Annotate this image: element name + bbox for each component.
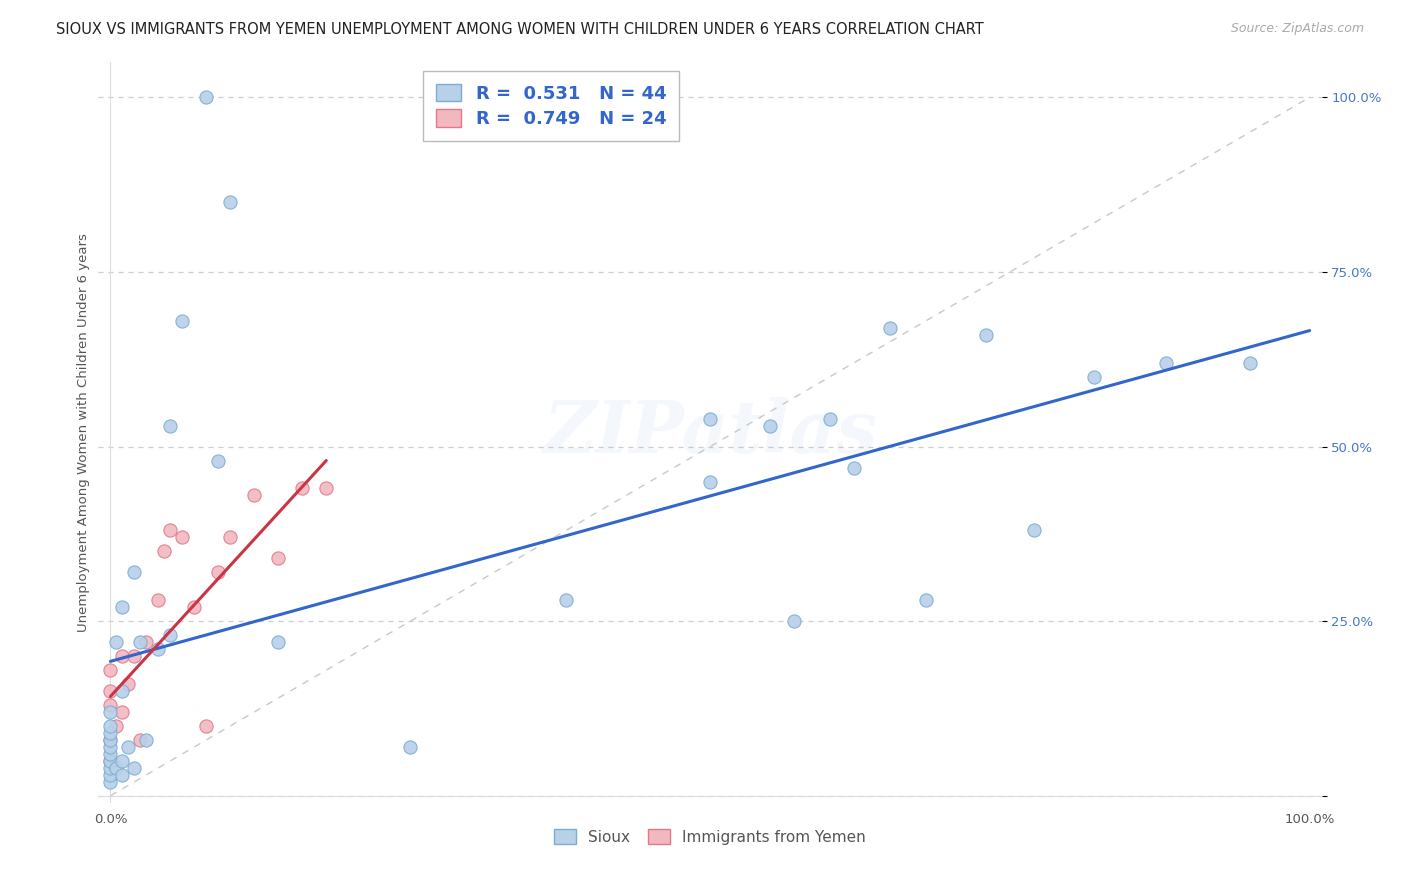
Point	[879, 321, 901, 335]
Point	[111, 684, 134, 698]
Legend: Sioux, Immigrants from Yemen: Sioux, Immigrants from Yemen	[548, 823, 872, 851]
Point	[111, 768, 134, 782]
Point	[915, 593, 938, 607]
Point	[129, 635, 152, 649]
Point	[1083, 369, 1105, 384]
Point	[759, 418, 782, 433]
Point	[124, 649, 146, 664]
Point	[1239, 356, 1261, 370]
Point	[111, 705, 134, 719]
Point	[135, 635, 157, 649]
Point	[105, 761, 128, 775]
Point	[315, 482, 337, 496]
Point	[100, 768, 122, 782]
Point	[699, 411, 721, 425]
Point	[100, 775, 122, 789]
Point	[105, 719, 128, 733]
Point	[105, 635, 128, 649]
Point	[129, 733, 152, 747]
Point	[148, 642, 170, 657]
Point	[111, 600, 134, 615]
Point	[153, 544, 176, 558]
Point	[699, 475, 721, 489]
Point	[555, 593, 578, 607]
Point	[124, 761, 146, 775]
Point	[100, 761, 122, 775]
Point	[100, 726, 122, 740]
Point	[159, 524, 181, 538]
Point	[111, 754, 134, 768]
Point	[135, 733, 157, 747]
Point	[267, 551, 290, 566]
Point	[172, 314, 194, 328]
Point	[117, 739, 139, 754]
Point	[1022, 524, 1045, 538]
Point	[267, 635, 290, 649]
Point	[100, 733, 122, 747]
Point	[111, 649, 134, 664]
Point	[243, 488, 266, 502]
Point	[974, 327, 997, 342]
Text: SIOUX VS IMMIGRANTS FROM YEMEN UNEMPLOYMENT AMONG WOMEN WITH CHILDREN UNDER 6 YE: SIOUX VS IMMIGRANTS FROM YEMEN UNEMPLOYM…	[56, 22, 984, 37]
Point	[124, 566, 146, 580]
Point	[100, 684, 122, 698]
Point	[291, 482, 314, 496]
Point	[100, 663, 122, 677]
Point	[219, 195, 242, 210]
Point	[100, 705, 122, 719]
Point	[172, 530, 194, 544]
Text: ZIPatlas: ZIPatlas	[543, 397, 877, 468]
Point	[842, 460, 865, 475]
Point	[159, 418, 181, 433]
Y-axis label: Unemployment Among Women with Children Under 6 years: Unemployment Among Women with Children U…	[77, 233, 90, 632]
Point	[100, 747, 122, 761]
Point	[100, 719, 122, 733]
Point	[207, 566, 229, 580]
Point	[100, 754, 122, 768]
Text: Source: ZipAtlas.com: Source: ZipAtlas.com	[1230, 22, 1364, 36]
Point	[783, 614, 806, 628]
Point	[207, 453, 229, 467]
Point	[100, 754, 122, 768]
Point	[195, 719, 218, 733]
Point	[159, 628, 181, 642]
Point	[195, 90, 218, 104]
Point	[183, 600, 205, 615]
Point	[399, 739, 422, 754]
Point	[1154, 356, 1177, 370]
Point	[117, 677, 139, 691]
Point	[148, 593, 170, 607]
Point	[100, 698, 122, 712]
Point	[219, 530, 242, 544]
Point	[100, 739, 122, 754]
Point	[100, 733, 122, 747]
Point	[818, 411, 841, 425]
